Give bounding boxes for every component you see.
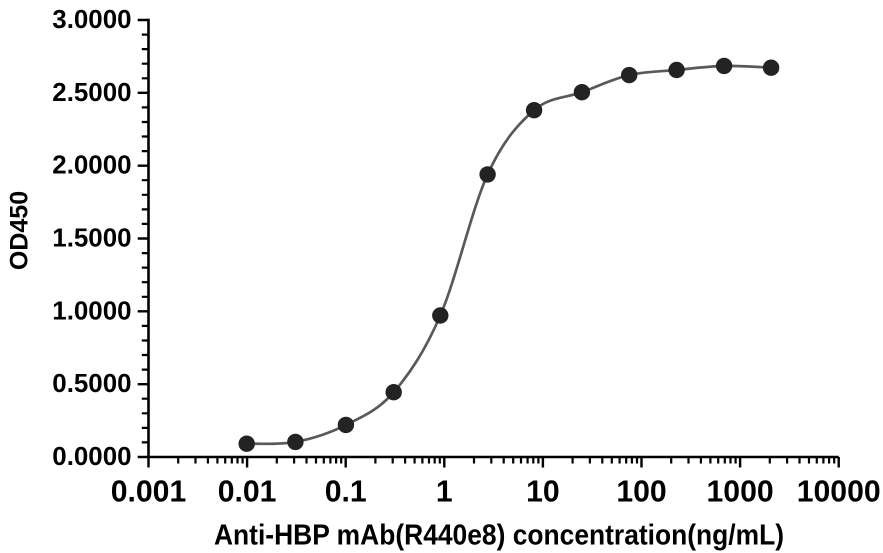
svg-text:Anti-HBP mAb(R440e8) concentra: Anti-HBP mAb(R440e8) concentration(ng/mL… bbox=[214, 520, 784, 552]
svg-text:0.1: 0.1 bbox=[325, 476, 367, 509]
svg-text:10: 10 bbox=[526, 476, 560, 509]
svg-text:OD450: OD450 bbox=[6, 191, 34, 270]
svg-text:0.001: 0.001 bbox=[111, 476, 187, 509]
svg-text:1.5000: 1.5000 bbox=[52, 225, 131, 253]
svg-text:2.0000: 2.0000 bbox=[52, 152, 131, 180]
svg-text:10000: 10000 bbox=[797, 476, 881, 509]
svg-text:2.5000: 2.5000 bbox=[52, 79, 131, 107]
svg-text:100: 100 bbox=[616, 476, 666, 509]
svg-text:1.0000: 1.0000 bbox=[52, 297, 131, 325]
svg-text:0.5000: 0.5000 bbox=[52, 370, 131, 398]
svg-text:1000: 1000 bbox=[707, 476, 774, 509]
svg-text:0.01: 0.01 bbox=[218, 476, 277, 509]
svg-text:1: 1 bbox=[436, 476, 453, 509]
svg-text:3.0000: 3.0000 bbox=[52, 6, 131, 34]
svg-text:0.0000: 0.0000 bbox=[52, 443, 131, 471]
